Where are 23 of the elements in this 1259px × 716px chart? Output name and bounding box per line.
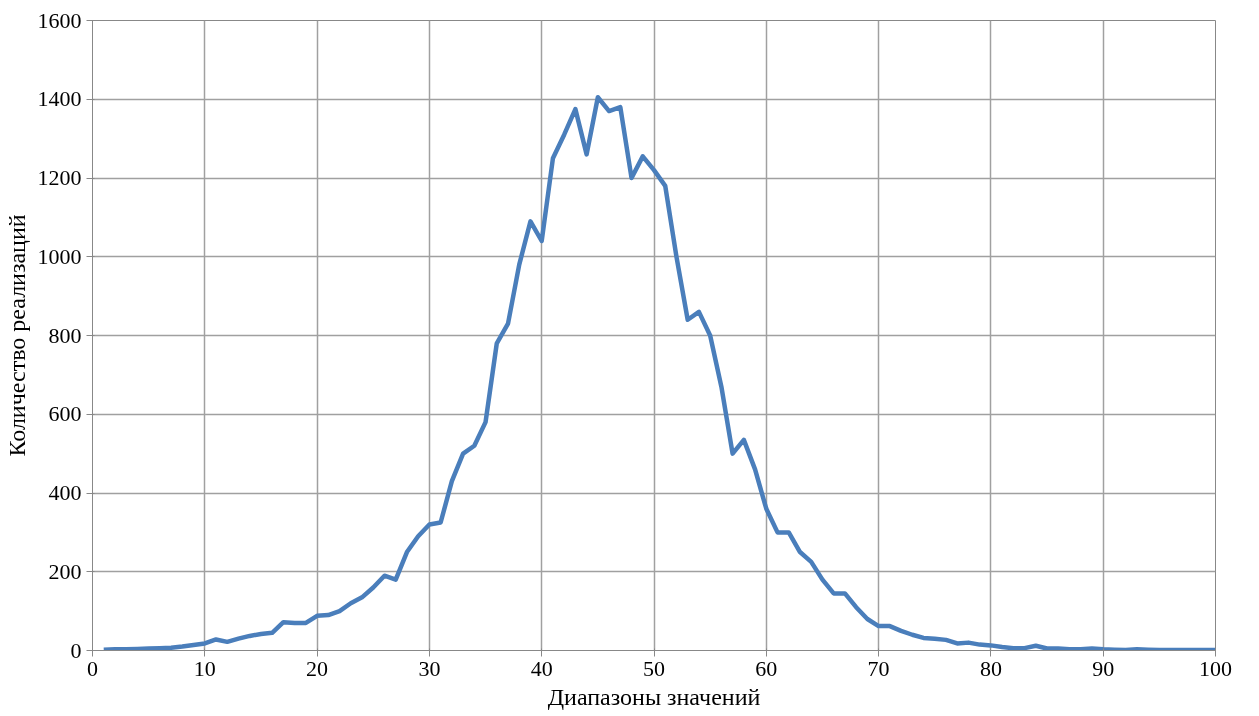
y-tick-label: 800	[48, 322, 82, 348]
x-tick-label: 30	[418, 655, 441, 681]
x-axis-title: Диапазоны значений	[547, 683, 761, 710]
y-tick-label: 1200	[37, 165, 82, 190]
x-tick-label: 60	[755, 655, 778, 681]
y-tick-label: 600	[48, 401, 82, 427]
y-tick-label: 0	[70, 637, 82, 663]
x-tick-label: 10	[193, 655, 216, 681]
y-axis-title: Количество реализаций	[3, 214, 30, 457]
x-tick-label: 90	[1092, 655, 1115, 681]
y-tick-label: 200	[48, 558, 82, 584]
x-tick-label: 100	[1199, 655, 1232, 681]
y-tick-label: 1600	[37, 7, 82, 33]
x-tick-label: 20	[306, 655, 329, 681]
y-tick-label: 400	[48, 480, 82, 505]
x-tick-label: 40	[530, 655, 553, 681]
x-tick-label: 80	[979, 655, 1002, 681]
x-tick-label: 0	[87, 655, 98, 681]
line-series	[101, 95, 1216, 651]
y-tick-label: 1400	[37, 86, 82, 112]
x-tick-label: 50	[643, 655, 665, 681]
x-tick-label: 70	[867, 655, 890, 681]
y-tick-label: 1000	[37, 243, 82, 269]
